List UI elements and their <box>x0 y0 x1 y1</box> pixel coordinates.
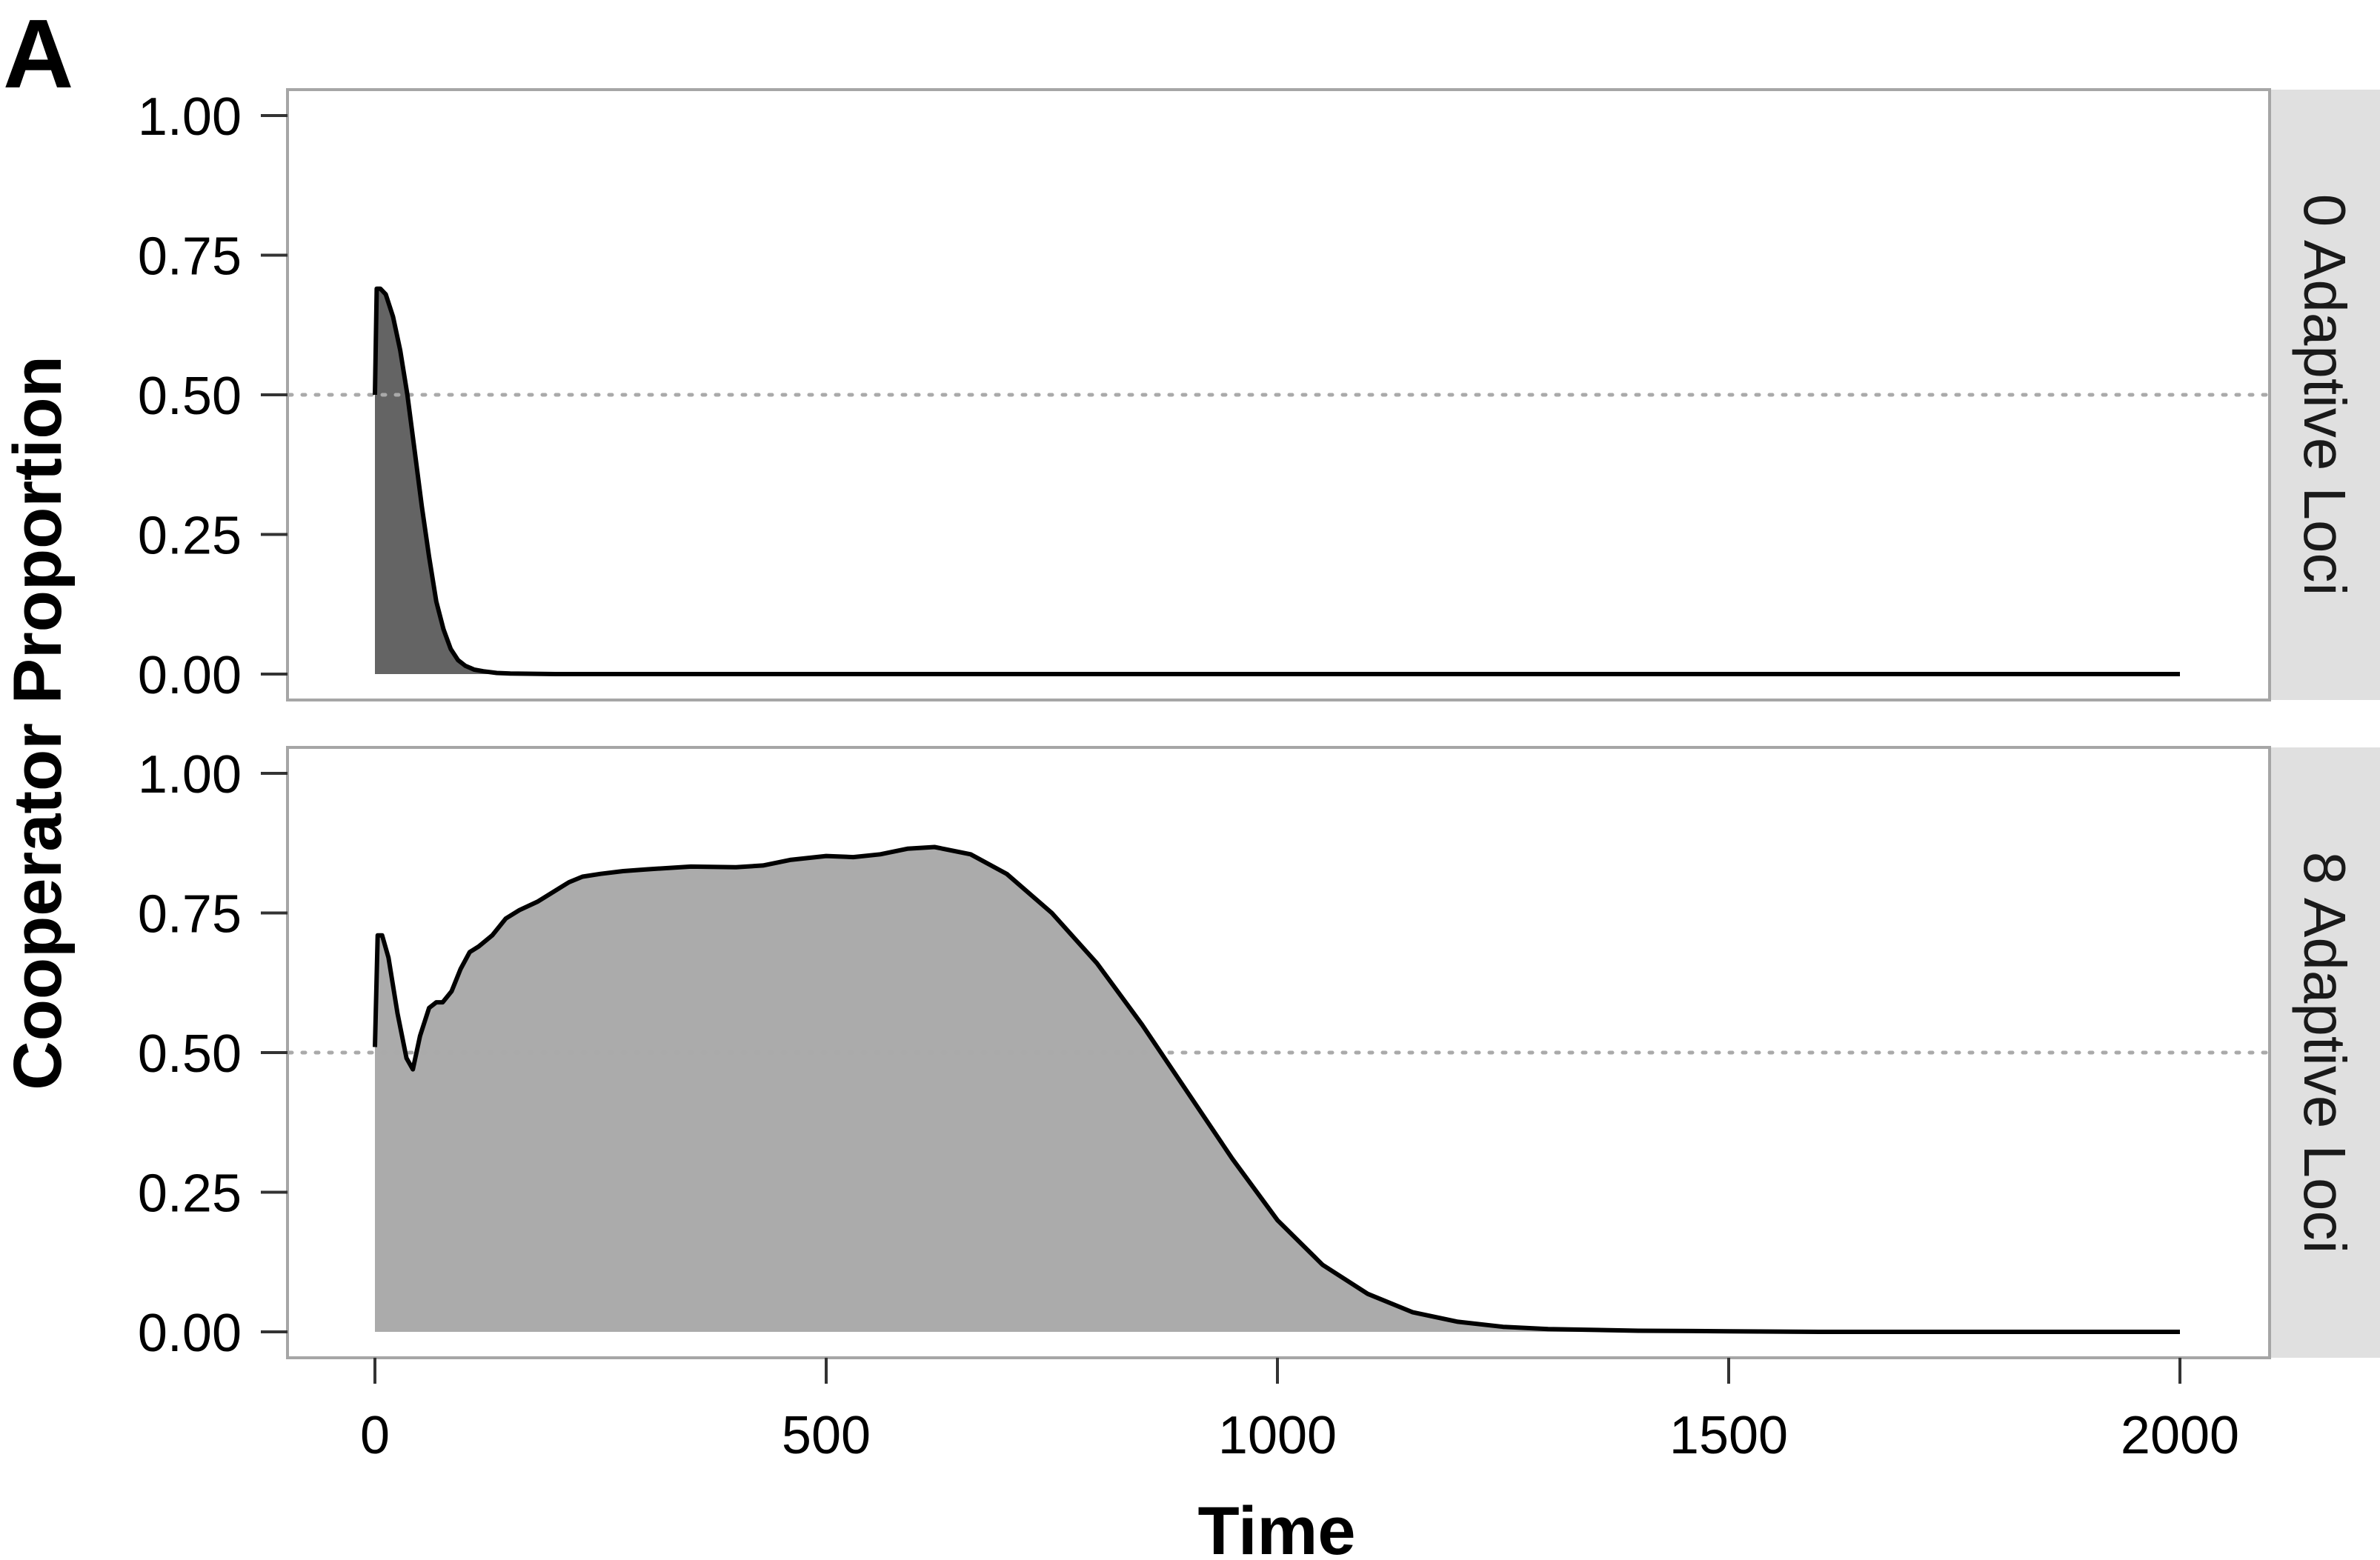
x-tick-label: 500 <box>782 1406 871 1465</box>
strip-background <box>2270 747 2380 1358</box>
series-line <box>373 844 2180 1334</box>
y-axis-title: Cooperator Proportion <box>0 356 76 1090</box>
strip-background <box>2270 90 2380 700</box>
y-tick-label: 1.00 <box>138 87 242 147</box>
x-tick-label: 2000 <box>2121 1406 2239 1465</box>
area-fill <box>375 847 2180 1332</box>
y-tick-label: 0.25 <box>138 1164 242 1224</box>
strip-label: 0 Adaptive Loci <box>2292 194 2358 596</box>
facet-panel-8-adaptive-loci: 8 Adaptive Loci 0.00 0.25 0.50 0.75 1.00 <box>138 745 2380 1363</box>
x-tick-label: 1000 <box>1218 1406 1337 1465</box>
panel-tag: A <box>3 0 73 108</box>
x-tick-label: 0 <box>360 1406 390 1465</box>
x-axis-title: Time <box>1197 1493 1355 1560</box>
facet-0-marks <box>287 286 2270 676</box>
y-tick-label: 0.75 <box>138 227 242 287</box>
y-tick-label: 0.25 <box>138 507 242 566</box>
facet-0-y-axis: 0.00 0.25 0.50 0.75 1.00 <box>138 87 287 705</box>
y-tick-label: 0.00 <box>138 646 242 705</box>
strip-label: 8 Adaptive Loci <box>2292 852 2358 1254</box>
x-tick-label: 1500 <box>1669 1406 1788 1465</box>
facet-1-y-axis: 0.00 0.25 0.50 0.75 1.00 <box>138 745 287 1363</box>
facet-1-marks <box>287 844 2270 1334</box>
x-axis: 0 500 1000 1500 2000 <box>360 1358 2239 1465</box>
y-tick-label: 0.50 <box>138 367 242 426</box>
facet-panel-0-adaptive-loci: 0 Adaptive Loci 0.00 0.25 0.50 0.75 1.00 <box>138 87 2380 705</box>
y-tick-label: 0.00 <box>138 1304 242 1363</box>
y-tick-label: 0.50 <box>138 1024 242 1084</box>
y-tick-label: 0.75 <box>138 885 242 944</box>
series-line <box>373 286 2180 676</box>
area-fill <box>375 288 2180 674</box>
y-tick-label: 1.00 <box>138 745 242 804</box>
